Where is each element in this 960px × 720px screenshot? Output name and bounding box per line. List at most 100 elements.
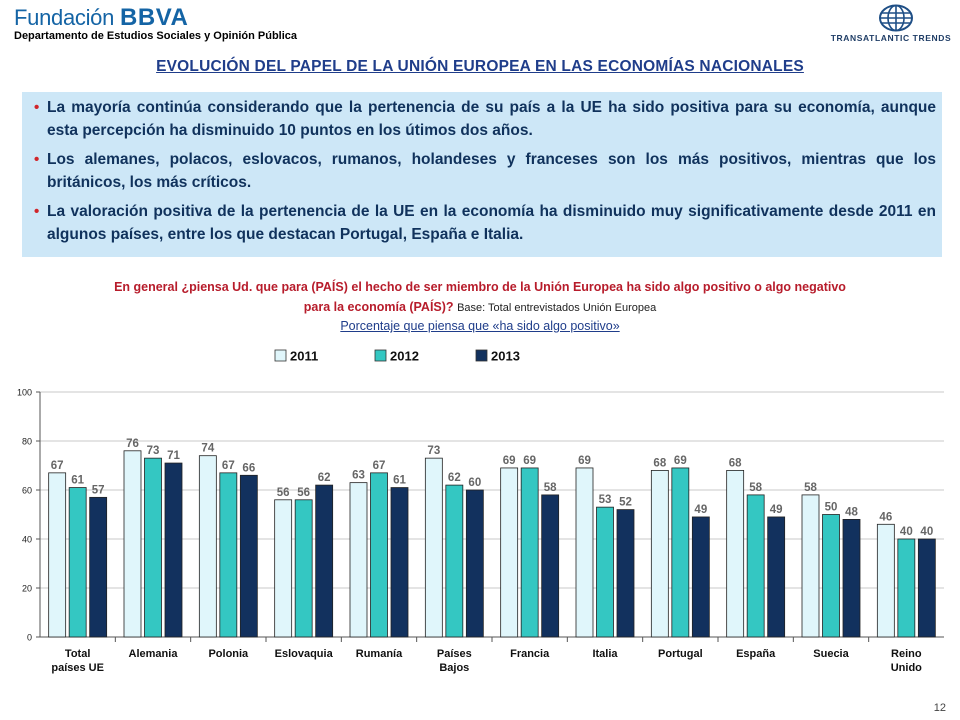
x-tick-label: Suecia — [813, 648, 849, 660]
page-title: EVOLUCIÓN DEL PAPEL DE LA UNIÓN EUROPEA … — [156, 58, 804, 75]
data-label: 74 — [201, 443, 214, 455]
x-tick-label: Francia — [510, 648, 550, 660]
bar — [465, 489, 484, 638]
data-label: 58 — [804, 482, 817, 494]
bar — [541, 494, 560, 638]
data-label: 58 — [749, 482, 762, 494]
x-tick-label: Bajos — [439, 662, 469, 674]
data-label: 46 — [879, 511, 892, 523]
data-label: 50 — [825, 502, 838, 514]
x-tick-label: Países — [437, 648, 472, 660]
data-label: 52 — [619, 497, 632, 509]
bar — [390, 487, 409, 638]
department-label: Departamento de Estudios Sociales y Opin… — [14, 30, 298, 42]
x-tick-label: países UE — [51, 662, 104, 674]
data-label: 67 — [222, 460, 235, 472]
bar — [445, 484, 464, 638]
question-base: Base: Total entrevistados Unión Europea — [457, 302, 657, 314]
bar — [164, 462, 183, 638]
chart-subtitle: Porcentaje que piensa que «ha sido algo … — [340, 319, 620, 333]
bar — [315, 484, 334, 638]
bar — [48, 472, 67, 638]
data-label: 40 — [900, 526, 913, 538]
fundacion-bbva-logo: Fundación BBVA — [14, 4, 189, 31]
bar — [144, 457, 162, 638]
globe-icon — [879, 4, 913, 32]
bar — [500, 467, 519, 638]
data-label: 60 — [468, 477, 481, 489]
bar — [198, 455, 217, 638]
data-label: 40 — [920, 526, 933, 538]
bar — [671, 467, 690, 638]
y-tick-label: 0 — [27, 633, 32, 643]
bar — [842, 518, 861, 638]
bar — [239, 474, 258, 638]
survey-question: En general ¿piensa Ud. que para (PAÍS) e… — [20, 277, 940, 318]
data-label: 56 — [277, 487, 290, 499]
bar — [575, 467, 594, 638]
bar — [822, 514, 840, 638]
bar — [294, 499, 313, 638]
bar — [917, 538, 936, 638]
data-label: 62 — [318, 472, 331, 484]
data-label: 58 — [544, 482, 557, 494]
x-tick-label: Alemania — [129, 648, 179, 660]
bar — [746, 494, 765, 638]
y-tick-label: 80 — [22, 437, 32, 447]
data-label: 71 — [167, 450, 180, 462]
x-tick-label: Eslovaquia — [275, 648, 334, 660]
data-label: 73 — [147, 445, 160, 457]
data-label: 48 — [845, 506, 858, 518]
data-label: 53 — [599, 494, 612, 506]
x-tick-label: Portugal — [658, 648, 703, 660]
summary-bullet: Los alemanes, polacos, eslovacos, rumano… — [34, 148, 936, 194]
transatlantic-trends-logo: TRANSATLANTIC TRENDS — [822, 2, 960, 48]
bar — [274, 499, 293, 638]
bar — [123, 450, 142, 638]
bar — [596, 506, 614, 638]
legend-swatch — [475, 349, 488, 362]
bar — [691, 516, 710, 638]
bar — [876, 523, 895, 638]
data-label: 68 — [729, 457, 742, 469]
data-label: 66 — [242, 462, 255, 474]
legend-swatch — [374, 349, 387, 362]
data-label: 62 — [448, 472, 461, 484]
logo-bbva-text: BBVA — [120, 4, 189, 31]
x-tick-label: Total — [65, 648, 90, 660]
data-label: 61 — [71, 475, 84, 487]
bar — [219, 472, 238, 638]
legend-label: 2013 — [491, 349, 520, 364]
bar-chart: 2011 2012 2013 0 20 40 60 80 100 67 61 57 Total paíse… — [17, 349, 944, 674]
summary-box: La mayoría continúa considerando que la … — [22, 92, 942, 257]
y-tick-label: 20 — [22, 584, 32, 594]
data-label: 49 — [694, 504, 707, 516]
data-label: 61 — [393, 475, 406, 487]
bar — [349, 482, 368, 638]
legend-swatch — [274, 349, 287, 362]
logo-fundacion-text: Fundación — [14, 5, 115, 30]
data-label: 69 — [578, 455, 591, 467]
bar — [616, 509, 635, 638]
bar — [897, 538, 916, 638]
data-label: 73 — [427, 445, 440, 457]
legend-label: 2012 — [390, 349, 419, 364]
bar — [767, 516, 786, 638]
page-number: 12 — [933, 702, 946, 714]
data-label: 76 — [126, 438, 139, 450]
data-label: 56 — [297, 487, 310, 499]
y-tick-label: 60 — [22, 486, 32, 496]
data-label: 68 — [653, 457, 666, 469]
data-label: 67 — [51, 460, 64, 472]
x-tick-label: Polonia — [208, 648, 249, 660]
question-line-2: para la economía (PAÍS)? — [303, 300, 454, 314]
bar — [726, 469, 745, 638]
summary-bullet: La mayoría continúa considerando que la … — [34, 96, 936, 142]
data-label: 63 — [352, 470, 365, 482]
data-label: 69 — [503, 455, 516, 467]
bar — [520, 467, 539, 638]
y-tick-label: 40 — [22, 535, 32, 545]
bar — [650, 469, 669, 638]
bar — [801, 494, 820, 638]
legend-label: 2011 — [290, 349, 318, 364]
